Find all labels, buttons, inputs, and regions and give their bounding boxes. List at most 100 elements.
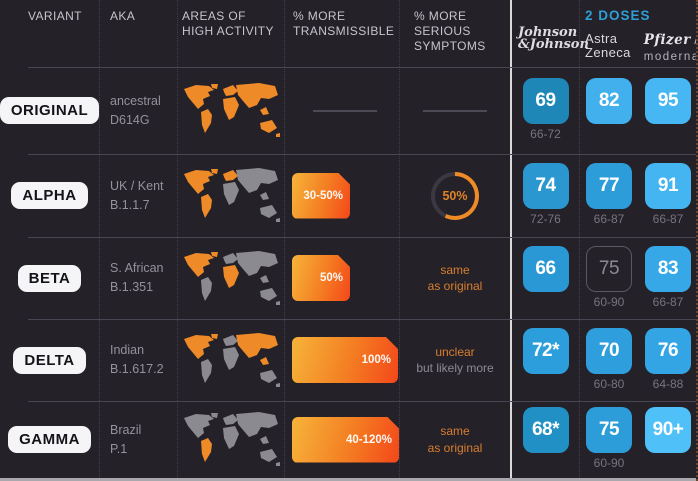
symptoms-cell: 50%: [400, 154, 510, 237]
column-header-transmissible: % MORE TRANSMISSIBLE: [285, 0, 400, 67]
column-header-johnson-johnson: Johnson &Johnson: [510, 0, 589, 67]
astrazeneca-efficacy-box: 77: [586, 163, 632, 209]
map-region-australia: [260, 287, 280, 305]
map-region-africa: [223, 264, 239, 288]
pfizer-efficacy-value: 76: [657, 339, 679, 361]
activity-map-cell: [178, 237, 285, 319]
symptoms-cell: same as original: [400, 237, 510, 319]
aka-lineage: B.1.1.7: [110, 197, 150, 212]
transmissibility-cell: [285, 67, 400, 154]
astrazeneca-efficacy-cell: 75 60-90: [580, 401, 638, 478]
map-region-north-america: [184, 333, 218, 359]
astrazeneca-efficacy-range: 66-87: [593, 212, 625, 226]
transmissibility-value: 40-120%: [345, 433, 392, 446]
astrazeneca-efficacy-value: 75: [598, 419, 620, 440]
map-region-north-america: [184, 84, 218, 109]
pfizer-efficacy-cell: 90+: [638, 401, 696, 478]
symptoms-note: same as original: [427, 424, 483, 455]
world-map: [184, 168, 280, 222]
map-region-europe: [223, 252, 238, 264]
pfizer-efficacy-box: 90+: [645, 407, 691, 453]
map-region-europe: [223, 334, 238, 346]
map-region-south-america: [201, 194, 212, 218]
map-region-australia: [260, 369, 280, 387]
astrazeneca-efficacy-box: 70: [586, 327, 632, 374]
variant-badge: ORIGINAL: [0, 97, 100, 124]
map-region-north-america: [184, 251, 218, 277]
jnj-efficacy-box: 69: [522, 78, 569, 124]
transmissibility-cell: 50%: [285, 237, 400, 319]
variant-badge: GAMMA: [8, 426, 91, 453]
map-region-europe: [223, 414, 238, 425]
column-header-2doses: 2 DOSES Astra Zeneca Pfizer / moderna: [580, 0, 698, 67]
pfizer-efficacy-value: 83: [657, 257, 679, 279]
variant-badge: DELTA: [13, 346, 86, 374]
map-region-asia: [236, 250, 278, 283]
activity-map-cell: [178, 401, 285, 478]
pfizer-efficacy-cell: 95: [638, 67, 696, 154]
transmissibility-cell: 100%: [285, 319, 400, 401]
no-data-dash: [423, 109, 487, 112]
astrazeneca-efficacy-box: 75: [586, 245, 632, 292]
astrazeneca-efficacy-box: 75: [586, 407, 632, 453]
map-region-south-america: [201, 109, 212, 133]
pfizer-efficacy-value: 91: [657, 175, 679, 196]
aka-lineage: B.1.351: [110, 280, 154, 294]
aka-name: ancestral: [110, 93, 161, 108]
pfizer-moderna-logo: Pfizer / moderna: [643, 31, 698, 63]
symptoms-donut-value: 50%: [442, 188, 468, 203]
map-region-africa: [223, 346, 239, 370]
jnj-efficacy-box: 72*: [522, 327, 569, 374]
aka-name: Brazil: [110, 422, 142, 437]
jnj-efficacy-box: 68*: [522, 407, 569, 453]
activity-map-cell: [178, 319, 285, 401]
map-region-south-america: [201, 276, 212, 301]
symptoms-cell: unclear but likely more: [400, 319, 510, 401]
pfizer-efficacy-cell: 83 66-87: [638, 237, 696, 319]
world-map: [184, 250, 280, 305]
variant-cell: DELTA: [0, 319, 100, 401]
map-region-asia: [236, 412, 278, 444]
aka-name: Indian: [110, 343, 145, 358]
world-map: [184, 412, 280, 466]
variant-row: DELTA Indian B.1.617.2 100%: [0, 319, 696, 401]
astrazeneca-efficacy-range: 60-80: [593, 376, 625, 391]
astrazeneca-efficacy-box: 82: [586, 78, 632, 124]
no-data-dash: [313, 109, 377, 112]
astrazeneca-efficacy-cell: 75 60-90: [580, 237, 638, 319]
astrazeneca-efficacy-range: 60-90: [593, 294, 625, 309]
activity-map-cell: [178, 67, 285, 154]
jnj-efficacy-cell: 68*: [510, 401, 580, 478]
transmissibility-value: 50%: [319, 272, 343, 284]
map-region-australia: [260, 205, 280, 222]
symptoms-cell: [400, 67, 510, 154]
astrazeneca-efficacy-cell: 70 60-80: [580, 319, 638, 401]
column-header-aka: AKA: [100, 0, 178, 67]
aka-cell: Brazil P.1: [100, 401, 178, 478]
map-region-europe: [223, 170, 238, 181]
variant-cell: BETA: [0, 237, 100, 319]
symptoms-note: same as original: [427, 262, 483, 293]
astrazeneca-efficacy-cell: 77 66-87: [580, 154, 638, 237]
table-body: ORIGINAL ancestral D614G: [0, 67, 696, 478]
jnj-efficacy-value: 68*: [531, 419, 560, 440]
jnj-efficacy-box: 74: [522, 163, 569, 209]
transmissibility-value: 100%: [361, 354, 391, 366]
astrazeneca-efficacy-value: 75: [598, 257, 620, 279]
variant-row: ALPHA UK / Kent B.1.1.7 30-50%: [0, 154, 696, 237]
map-region-asia: [236, 332, 278, 365]
map-region-south-america: [201, 358, 212, 383]
map-region-africa: [223, 182, 239, 205]
aka-lineage: D614G: [110, 112, 150, 127]
column-header-areas: AREAS OF HIGH ACTIVITY: [178, 0, 285, 67]
pfizer-efficacy-cell: 76 64-88: [638, 319, 696, 401]
jnj-efficacy-cell: 72*: [510, 319, 580, 401]
astrazeneca-efficacy-value: 70: [598, 339, 620, 361]
doses-label: 2 DOSES: [585, 8, 651, 23]
transmissibility-cell: 40-120%: [285, 401, 400, 478]
map-region-africa: [223, 97, 239, 120]
astra-zeneca-logo: Astra Zeneca: [585, 30, 631, 60]
astrazeneca-efficacy-value: 82: [598, 90, 620, 111]
jnj-efficacy-cell: 69 66-72: [510, 67, 580, 154]
pfizer-efficacy-box: 76: [645, 327, 691, 374]
